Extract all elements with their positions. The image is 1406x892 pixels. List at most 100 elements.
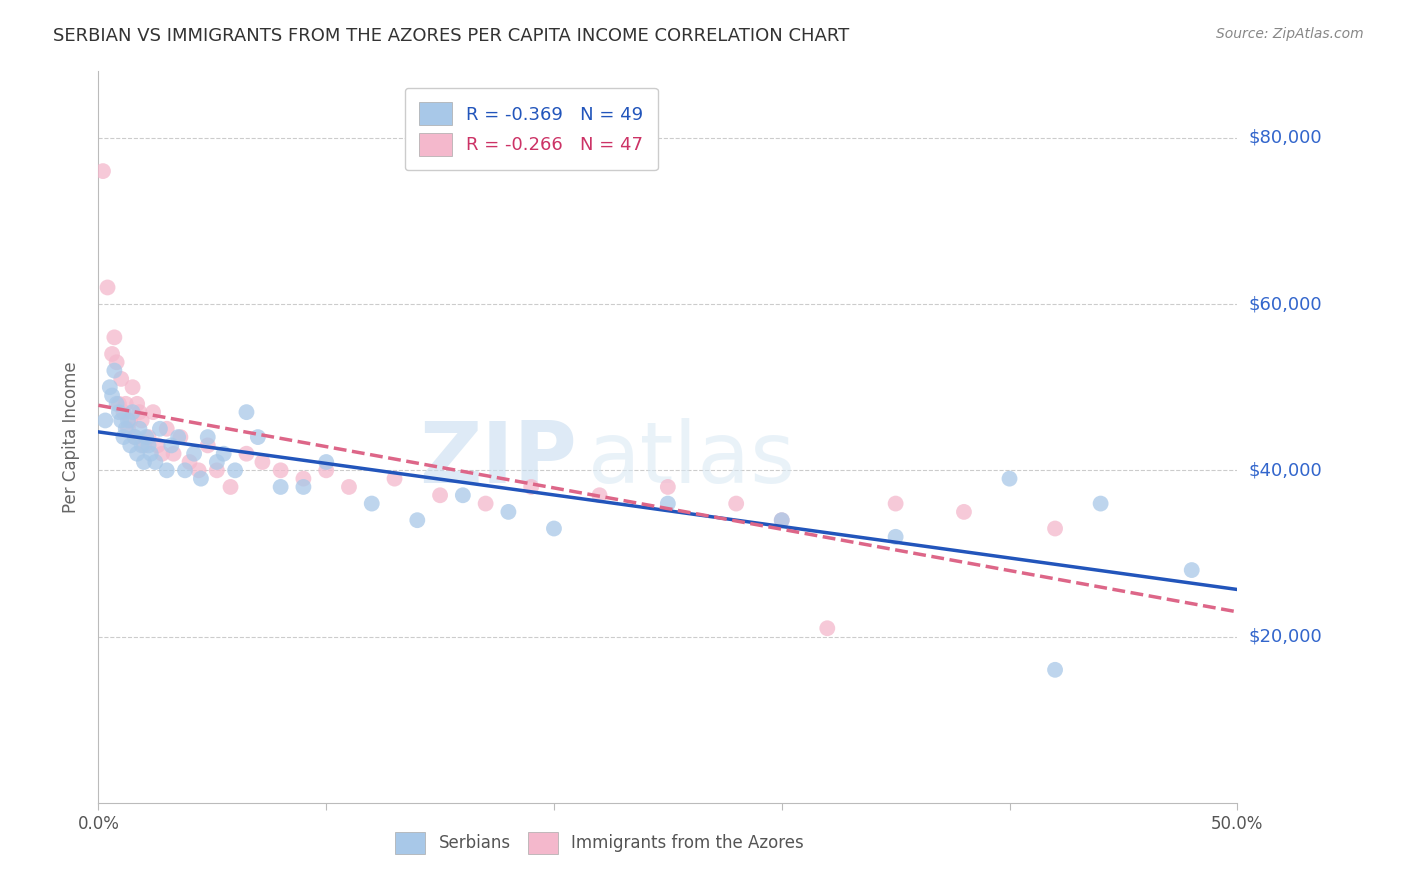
- Point: [98, 380, 121, 394]
- Point: [94, 413, 117, 427]
- Point: [103, 363, 125, 377]
- Point: [360, 497, 382, 511]
- Point: [884, 530, 907, 544]
- Point: [174, 463, 197, 477]
- Point: [246, 430, 269, 444]
- Point: [167, 430, 190, 444]
- Point: [270, 463, 292, 477]
- Point: [292, 480, 315, 494]
- Text: ZIP: ZIP: [419, 417, 576, 500]
- Point: [127, 397, 149, 411]
- Point: [131, 438, 153, 452]
- Text: atlas: atlas: [588, 417, 796, 500]
- Point: [150, 447, 173, 461]
- Point: [96, 280, 118, 294]
- Text: $20,000: $20,000: [1249, 628, 1323, 646]
- Point: [132, 455, 155, 469]
- Point: [160, 438, 183, 452]
- Point: [142, 405, 165, 419]
- Point: [124, 430, 146, 444]
- Text: SERBIAN VS IMMIGRANTS FROM THE AZORES PER CAPITA INCOME CORRELATION CHART: SERBIAN VS IMMIGRANTS FROM THE AZORES PE…: [53, 27, 849, 45]
- Point: [105, 397, 128, 411]
- Point: [128, 422, 150, 436]
- Y-axis label: Per Capita Income: Per Capita Income: [62, 361, 80, 513]
- Point: [205, 455, 228, 469]
- Point: [110, 372, 132, 386]
- Point: [121, 405, 143, 419]
- Point: [183, 447, 205, 461]
- Point: [543, 521, 565, 535]
- Point: [1043, 521, 1066, 535]
- Point: [156, 422, 179, 436]
- Point: [197, 430, 219, 444]
- Text: Source: ZipAtlas.com: Source: ZipAtlas.com: [1216, 27, 1364, 41]
- Point: [190, 472, 212, 486]
- Point: [770, 513, 793, 527]
- Point: [169, 430, 191, 444]
- Text: $60,000: $60,000: [1249, 295, 1322, 313]
- Point: [451, 488, 474, 502]
- Point: [103, 330, 125, 344]
- Point: [1181, 563, 1204, 577]
- Point: [315, 463, 337, 477]
- Point: [145, 455, 167, 469]
- Point: [138, 438, 160, 452]
- Point: [179, 455, 201, 469]
- Point: [132, 438, 155, 452]
- Point: [224, 463, 246, 477]
- Point: [146, 438, 169, 452]
- Point: [91, 164, 114, 178]
- Point: [101, 388, 124, 402]
- Point: [270, 480, 292, 494]
- Point: [998, 472, 1021, 486]
- Point: [429, 488, 451, 502]
- Point: [520, 480, 543, 494]
- Point: [884, 497, 907, 511]
- Point: [156, 463, 179, 477]
- Point: [187, 463, 209, 477]
- Point: [131, 413, 153, 427]
- Legend: Serbians, Immigrants from the Azores: Serbians, Immigrants from the Azores: [388, 826, 810, 860]
- Point: [235, 405, 257, 419]
- Point: [120, 413, 142, 427]
- Point: [219, 480, 242, 494]
- Point: [108, 405, 131, 419]
- Point: [337, 480, 360, 494]
- Point: [101, 347, 124, 361]
- Point: [588, 488, 610, 502]
- Text: $40,000: $40,000: [1249, 461, 1323, 479]
- Point: [315, 455, 337, 469]
- Point: [112, 405, 135, 419]
- Point: [114, 422, 136, 436]
- Point: [474, 497, 496, 511]
- Point: [117, 413, 139, 427]
- Point: [498, 505, 520, 519]
- Point: [128, 405, 150, 419]
- Point: [212, 447, 235, 461]
- Point: [162, 447, 184, 461]
- Point: [114, 397, 136, 411]
- Point: [725, 497, 748, 511]
- Point: [105, 355, 128, 369]
- Point: [815, 621, 838, 635]
- Point: [197, 438, 219, 452]
- Point: [953, 505, 976, 519]
- Point: [770, 513, 793, 527]
- Point: [135, 430, 157, 444]
- Point: [252, 455, 274, 469]
- Point: [235, 447, 257, 461]
- Point: [124, 430, 146, 444]
- Point: [117, 422, 139, 436]
- Point: [1043, 663, 1066, 677]
- Point: [657, 480, 679, 494]
- Point: [205, 463, 228, 477]
- Point: [406, 513, 429, 527]
- Point: [112, 430, 135, 444]
- Point: [138, 430, 160, 444]
- Point: [139, 447, 162, 461]
- Point: [657, 497, 679, 511]
- Point: [149, 422, 172, 436]
- Point: [121, 380, 143, 394]
- Point: [384, 472, 406, 486]
- Point: [110, 413, 132, 427]
